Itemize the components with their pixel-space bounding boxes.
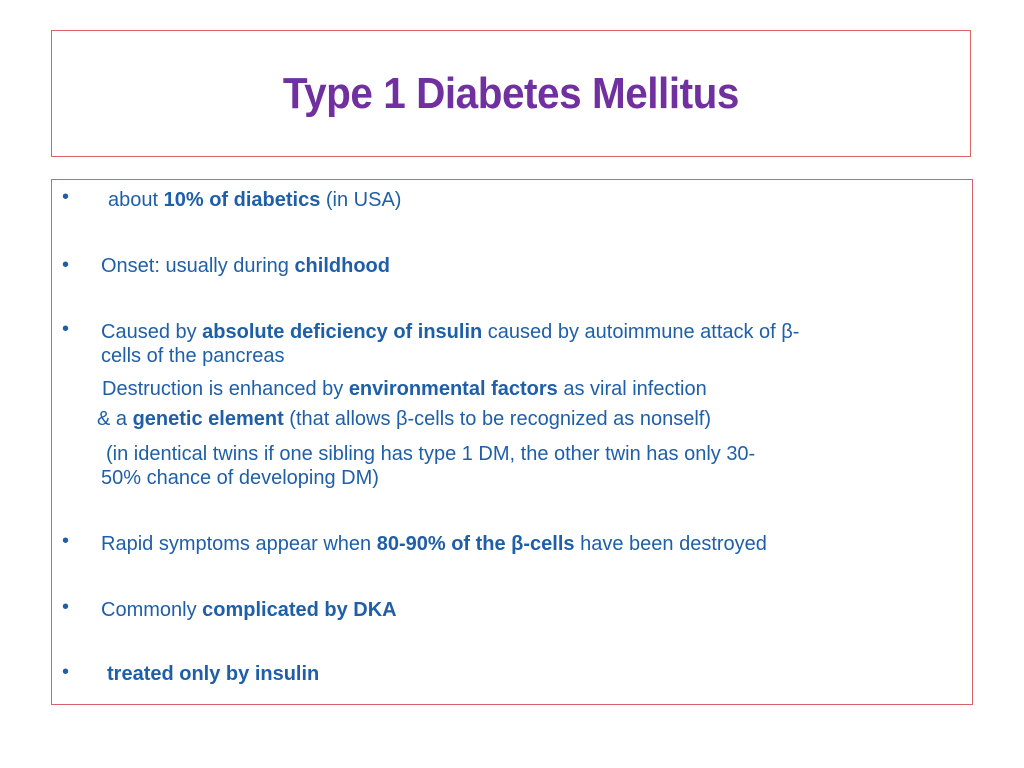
- item-3-pre: Caused by: [101, 321, 203, 343]
- bullet-2: •: [62, 254, 70, 276]
- item-1-post: (in USA): [320, 189, 402, 211]
- item-8-bold: complicated by DKA: [202, 599, 397, 621]
- item-6-cont: 50% chance of developing DM): [101, 467, 379, 489]
- item-4-pre: Destruction is enhanced by: [102, 378, 349, 400]
- item-8: Commonly complicated by DKA: [101, 598, 1001, 622]
- item-2-bold: childhood: [294, 255, 390, 277]
- bullet-1: •: [62, 186, 70, 208]
- item-2-pre: Onset: usually during: [101, 255, 295, 277]
- item-6: (in identical twins if one sibling has t…: [106, 443, 756, 465]
- item-7: Rapid symptoms appear when 80-90% of the…: [101, 532, 1001, 556]
- bullet-5: •: [62, 596, 70, 618]
- item-1-bold: 10% of diabetics: [163, 189, 321, 211]
- item-3-bold: absolute deficiency of insulin: [202, 321, 483, 343]
- title-box: Type 1 Diabetes Mellitus: [51, 30, 971, 157]
- item-1: about 10% of diabetics (in USA): [108, 188, 1008, 212]
- item-3: Caused by absolute deficiency of insulin…: [101, 320, 1001, 344]
- bullet-4: •: [62, 530, 70, 552]
- item-9-bold: treated only by insulin: [107, 663, 320, 685]
- item-3-post: caused by autoimmune attack of β-: [482, 321, 800, 343]
- item-2: Onset: usually during childhood: [101, 254, 1001, 278]
- item-5-bold: genetic element: [132, 408, 284, 430]
- item-4-bold: environmental factors: [348, 378, 558, 400]
- item-7-pre: Rapid symptoms appear when: [101, 533, 377, 555]
- item-4: Destruction is enhanced by environmental…: [102, 377, 1002, 401]
- slide-title: Type 1 Diabetes Mellitus: [282, 68, 740, 118]
- item-4-post: as viral infection: [557, 378, 707, 400]
- bullet-3: •: [62, 318, 70, 340]
- item-3-cont: cells of the pancreas: [101, 345, 285, 367]
- item-7-bold: 80-90% of the β-cells: [376, 533, 575, 555]
- content-box: • about 10% of diabetics (in USA) • Onse…: [51, 179, 973, 705]
- item-9: treated only by insulin: [107, 662, 1007, 686]
- item-1-pre: about: [108, 189, 164, 211]
- item-5-pre: & a: [97, 408, 133, 430]
- item-5: & a genetic element (that allows β-cells…: [97, 407, 997, 431]
- item-5-post: (that allows β-cells to be recognized as…: [283, 408, 712, 430]
- item-8-pre: Commonly: [101, 599, 203, 621]
- item-7-post: have been destroyed: [574, 533, 767, 555]
- bullet-6: •: [62, 661, 70, 683]
